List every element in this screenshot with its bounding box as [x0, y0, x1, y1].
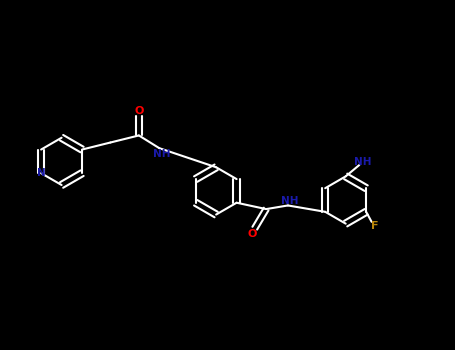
Text: NH: NH [282, 196, 299, 206]
Text: F: F [371, 221, 379, 231]
Text: NH: NH [354, 157, 372, 167]
Text: O: O [134, 106, 143, 116]
Text: O: O [248, 229, 257, 239]
Text: NH: NH [153, 149, 170, 159]
Text: N: N [37, 168, 46, 178]
